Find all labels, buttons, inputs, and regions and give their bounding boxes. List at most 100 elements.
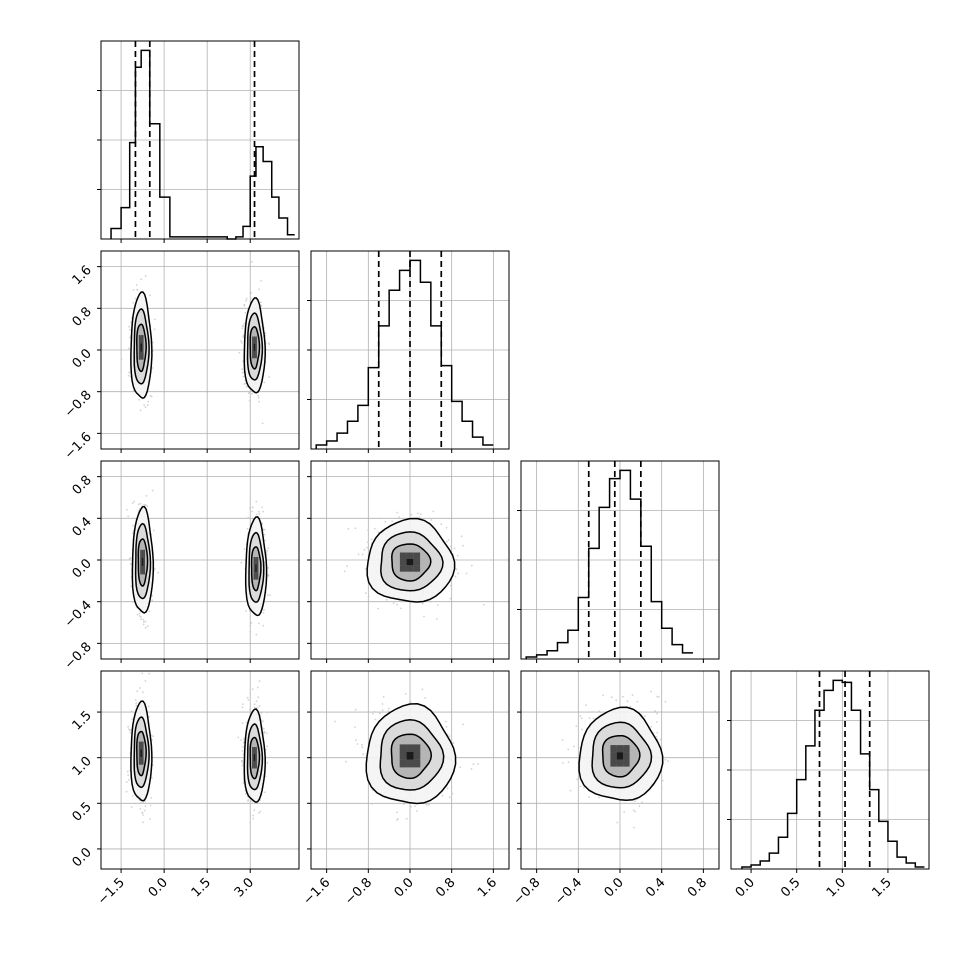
contour-line [134, 522, 152, 600]
scatter-point [147, 625, 149, 627]
panel-2d [561, 690, 669, 829]
scatter-point [139, 808, 142, 810]
scatter-point [240, 561, 243, 564]
scatter-point [246, 528, 249, 530]
scatter-point [240, 739, 242, 741]
scatter-point [421, 602, 424, 605]
scatter-point [141, 811, 143, 814]
scatter-point [638, 805, 641, 807]
scatter-point [660, 738, 662, 741]
scatter-point [249, 821, 252, 824]
density-cell [255, 754, 257, 762]
scatter-point [258, 513, 261, 515]
scatter-point [592, 717, 595, 720]
scatter-point [266, 732, 268, 734]
scatter-point [136, 690, 139, 693]
scatter-point [133, 500, 136, 503]
scatter-point [242, 375, 245, 378]
density-cell [413, 752, 421, 760]
scatter-point [261, 422, 264, 425]
scatter-point [153, 328, 156, 331]
scatter-point [459, 766, 462, 769]
density-cell [142, 335, 144, 344]
scatter-point [610, 696, 613, 699]
y-tick-label: −0.4 [62, 598, 95, 631]
density-cell [255, 351, 257, 359]
scatter-point [450, 545, 452, 548]
scatter-point [149, 804, 152, 807]
scatter-point [267, 567, 270, 569]
scatter-point [251, 261, 253, 263]
scatter-point [462, 723, 465, 726]
scatter-point [660, 787, 663, 790]
scatter-point [120, 358, 123, 360]
scatter-point [244, 382, 247, 385]
scatter-point [579, 785, 582, 788]
scatter-point [142, 821, 144, 824]
scatter-point [404, 693, 407, 695]
scatter-point [454, 575, 457, 578]
scatter-point [632, 809, 635, 812]
scatter-point [152, 735, 155, 738]
scatter-point [256, 686, 259, 689]
scatter-point [129, 563, 132, 566]
scatter-point [629, 705, 632, 708]
scatter-point [241, 762, 244, 764]
scatter-point [363, 548, 366, 551]
scatter-point [250, 291, 253, 294]
scatter-point [246, 696, 249, 699]
scatter-point [385, 598, 388, 601]
scatter-point [654, 710, 656, 712]
scatter-point [377, 531, 380, 534]
scatter-point [129, 336, 132, 339]
y-tick-label: −0.8 [62, 640, 95, 673]
density-cell [616, 759, 624, 767]
scatter-point [410, 805, 412, 808]
y-tick-label: 0.0 [70, 346, 95, 371]
scatter-point [361, 746, 364, 749]
scatter-point [127, 374, 130, 377]
scatter-point [621, 695, 624, 698]
density-cell [399, 558, 407, 566]
scatter-point [266, 594, 269, 596]
scatter-point [130, 806, 133, 808]
density-cell [610, 745, 617, 753]
scatter-point [260, 304, 263, 307]
scatter-point [243, 303, 246, 306]
density-cell [406, 759, 414, 768]
scatter-point [384, 520, 387, 523]
scatter-point [251, 506, 254, 509]
y-tick-label: 1.6 [70, 263, 95, 288]
scatter-point [432, 510, 435, 513]
scatter-point [436, 604, 439, 606]
density-cell [255, 747, 257, 755]
scatter-point [149, 818, 152, 820]
scatter-point [263, 732, 266, 734]
scatter-point [660, 776, 663, 779]
density-cell [253, 747, 256, 755]
scatter-point [249, 708, 251, 711]
scatter-point [269, 594, 271, 596]
scatter-point [396, 811, 398, 814]
scatter-point [650, 690, 652, 693]
scatter-point [125, 781, 128, 783]
scatter-point [135, 284, 138, 286]
scatter-point [445, 726, 448, 728]
density-cell [256, 564, 259, 573]
scatter-point [146, 404, 149, 407]
density-cell [138, 757, 141, 765]
scatter-point [419, 513, 422, 516]
scatter-point [125, 790, 128, 793]
scatter-point [252, 817, 255, 820]
y-tick-label: 0.8 [70, 305, 95, 330]
scatter-point [430, 601, 432, 603]
scatter-point [334, 720, 336, 723]
scatter-point [377, 607, 379, 610]
panel-frame [100, 670, 300, 870]
scatter-point [249, 507, 252, 509]
scatter-point [150, 797, 153, 799]
density-cell [406, 558, 414, 566]
scatter-point [258, 400, 260, 403]
y-tick-label: 0.8 [70, 473, 95, 498]
